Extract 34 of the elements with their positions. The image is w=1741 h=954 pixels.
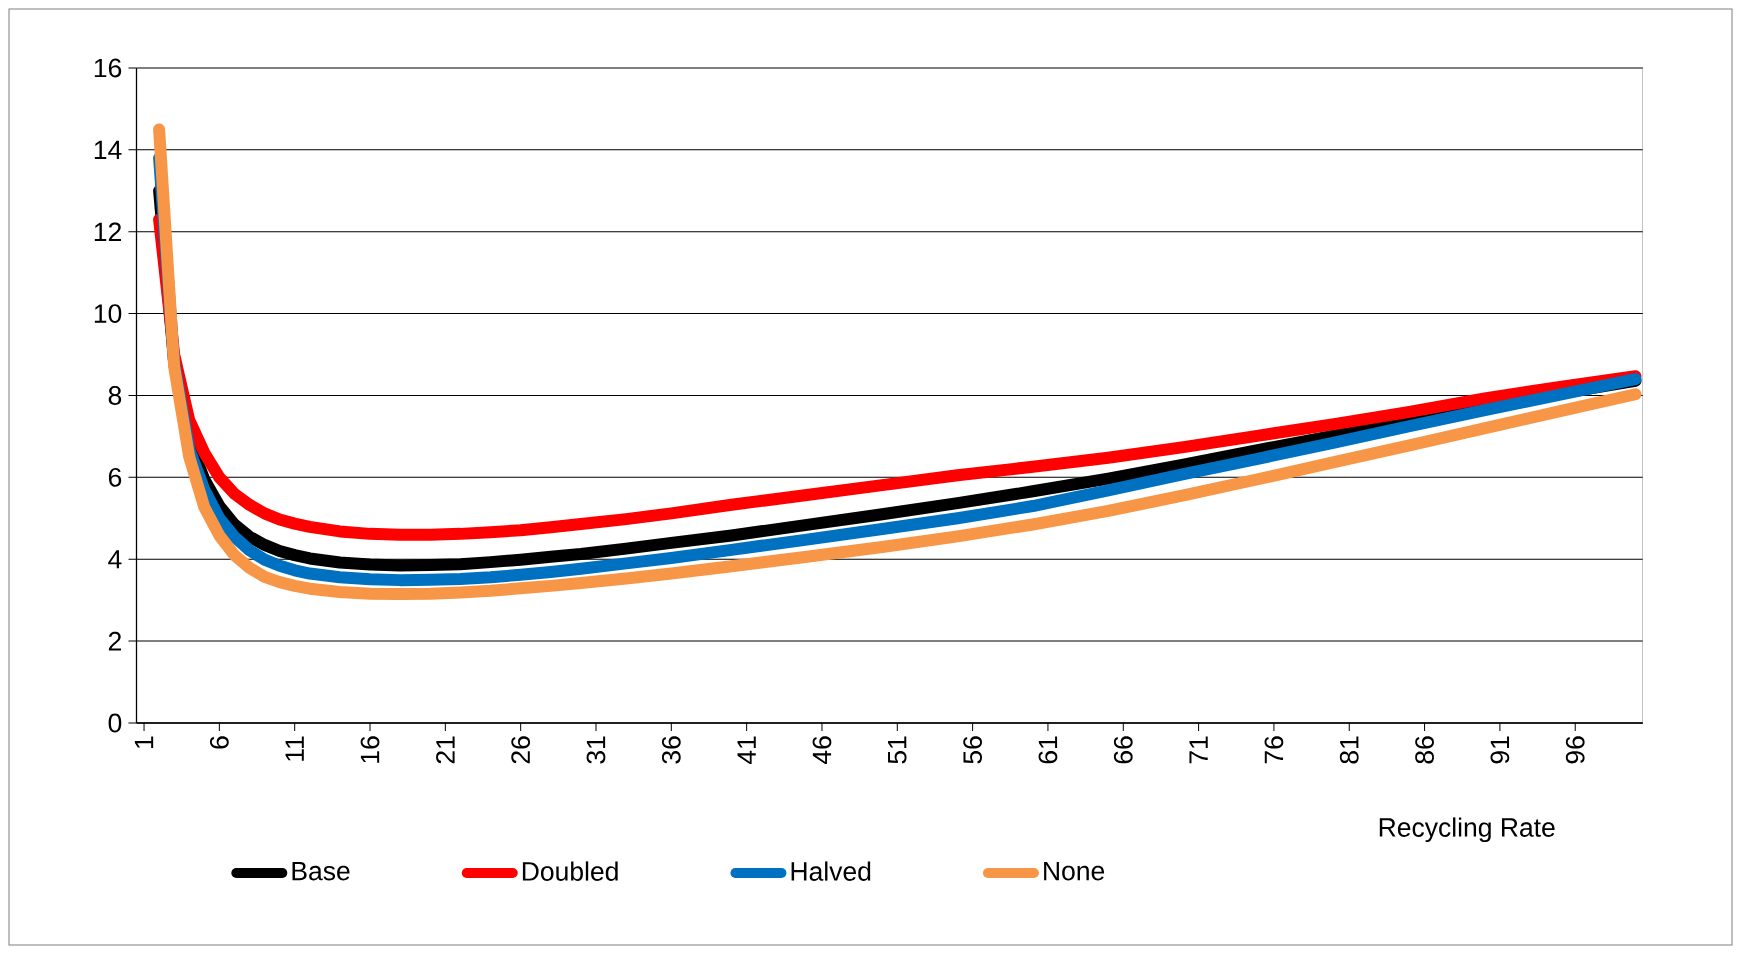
y-tick-label: 12 [94, 222, 121, 241]
y-tick-label: 6 [108, 467, 122, 487]
y-tick-label: 2 [108, 631, 121, 651]
x-tick-label: 51 [888, 736, 907, 764]
y-tick-label: 0 [108, 713, 122, 733]
legend-label: Base [292, 861, 350, 881]
legend-label: None [1044, 861, 1105, 881]
x-tick-label: 6 [209, 736, 229, 749]
x-tick-label: 81 [1339, 736, 1359, 764]
x-tick-label: 71 [1189, 736, 1208, 764]
x-tick-label: 11 [285, 736, 304, 761]
x-tick-label: 26 [511, 736, 531, 764]
x-tick-label: 96 [1565, 736, 1585, 764]
legend-label: Halved [791, 861, 871, 881]
y-tick-label: 8 [108, 386, 122, 405]
x-tick-label: 61 [1038, 736, 1058, 764]
x-tick-label: 66 [1113, 736, 1133, 764]
x-tick-label: 21 [436, 736, 455, 764]
x-tick-label: 31 [586, 736, 606, 764]
x-tick-label: 76 [1264, 736, 1284, 764]
x-tick-label: 1 [134, 736, 154, 748]
y-tick-label: 10 [94, 304, 122, 324]
x-tick-label: 46 [812, 736, 832, 765]
x-tick-label: 16 [360, 736, 380, 763]
y-tick-label: 16 [94, 58, 122, 78]
y-tick-label: 14 [94, 140, 122, 159]
x-tick-label: 56 [963, 736, 983, 764]
x-tick-label: 36 [661, 736, 681, 764]
x-tick-label: 91 [1490, 736, 1510, 764]
x-axis-title: Recycling Rate [1379, 817, 1555, 843]
y-tick-label: 4 [108, 550, 122, 569]
x-tick-label: 41 [737, 736, 756, 765]
x-tick-label: 86 [1415, 736, 1434, 764]
legend-label: Doubled [522, 861, 618, 881]
